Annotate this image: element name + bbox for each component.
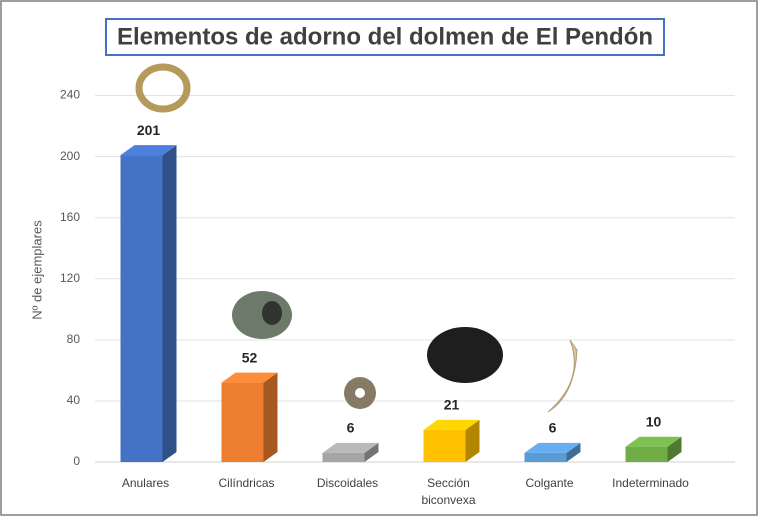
bar-side [163, 145, 177, 462]
y-tick-label: 80 [67, 332, 81, 346]
disc-hole [355, 388, 365, 398]
y-tick-label: 160 [60, 210, 80, 224]
bead-icon [427, 327, 503, 383]
y-tick-label: 240 [60, 88, 80, 102]
cylinder-hole [262, 301, 282, 325]
value-label: 52 [242, 349, 258, 365]
chart-title: Elementos de adorno del dolmen de El Pen… [117, 23, 653, 50]
bar [323, 453, 365, 462]
y-tick-label: 120 [60, 271, 80, 285]
value-label: 6 [549, 420, 557, 436]
bar [525, 453, 567, 462]
bar [424, 430, 466, 462]
x-tick-label: Indeterminado [612, 476, 689, 490]
bar [121, 155, 163, 462]
value-label: 10 [646, 413, 662, 429]
x-tick-label: Discoidales [317, 476, 378, 490]
bar-side [264, 373, 278, 462]
cylinder-icon [232, 291, 292, 339]
value-label: 6 [347, 420, 355, 436]
x-tick-label: Anulares [122, 476, 169, 490]
value-label: 21 [444, 397, 460, 413]
x-tick-label: Colgante [525, 476, 573, 490]
bar [626, 447, 668, 462]
y-axis-label: Nº de ejemplares [29, 220, 44, 320]
y-tick-label: 200 [60, 149, 80, 163]
y-tick-label: 0 [73, 454, 80, 468]
chart: Elementos de adorno del dolmen de El Pen… [0, 0, 758, 516]
x-tick-label: Cilíndricas [218, 476, 274, 490]
value-label: 201 [137, 122, 161, 138]
bar [222, 383, 264, 462]
y-tick-label: 40 [67, 393, 81, 407]
